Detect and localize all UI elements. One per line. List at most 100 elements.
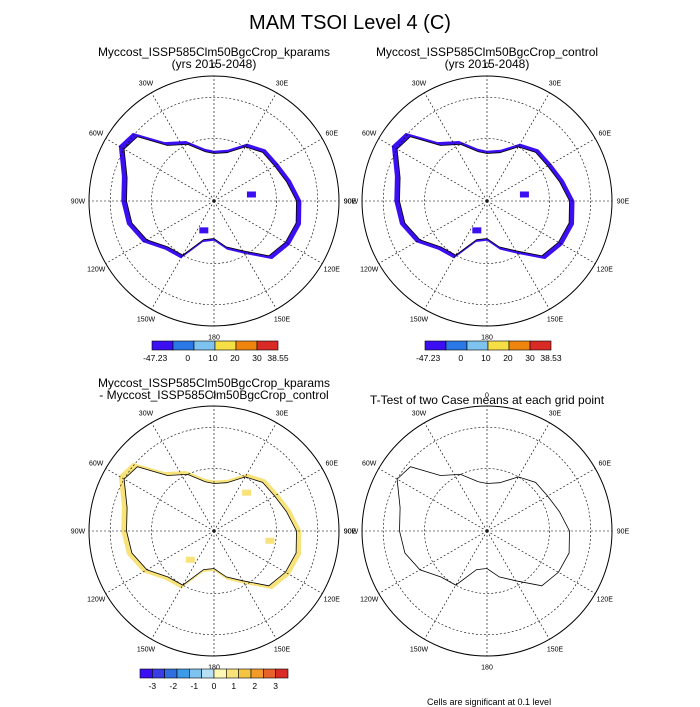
longitude-label: 120E	[597, 267, 614, 274]
meridian-line	[424, 422, 488, 532]
longitude-label: 180	[208, 665, 220, 672]
latitude-circle	[382, 96, 592, 306]
colorbar-swatch	[487, 340, 510, 351]
longitude-label: 180	[481, 665, 493, 672]
longitude-label: 150E	[274, 646, 291, 653]
meridian-line	[486, 138, 596, 202]
meridian-line	[213, 200, 277, 310]
longitude-label: 30W	[139, 411, 154, 418]
coastline	[396, 466, 570, 587]
longitude-label: 150W	[137, 646, 156, 653]
panel-2-title: Myccost_ISSP585Clm50BgcCrop_control	[375, 45, 599, 59]
meridian-line	[378, 138, 488, 202]
longitude-label: 90E	[617, 529, 630, 536]
longitude-label: 150W	[410, 316, 429, 323]
colorbar-swatch	[238, 668, 252, 679]
map-group: 0 30E 60E 90E 120E 150E 180 150W 120W 90W 60W 30W	[344, 63, 630, 342]
colorbar-label: -3	[149, 681, 157, 691]
meridian-line	[378, 200, 488, 264]
longitude-label: 150E	[547, 316, 564, 323]
longitude-label: 120W	[360, 267, 379, 274]
land-fill	[124, 136, 297, 256]
colorbar-swatch	[214, 340, 237, 351]
longitude-label: 60E	[326, 131, 339, 138]
longitude-label: 180	[481, 335, 493, 342]
longitude-label: 0	[485, 63, 489, 70]
latitude-circle	[382, 426, 592, 636]
panel-3-subtitle: - Myccost_ISSP585Clm50BgcCrop_control	[99, 388, 329, 402]
map-border	[361, 75, 613, 327]
colorbar-label: -1	[190, 681, 198, 691]
longitude-label: 0	[212, 63, 216, 70]
data-patch	[242, 489, 252, 496]
colorbar-swatch	[172, 340, 195, 351]
longitude-label: 30E	[276, 411, 289, 418]
colorbar-label: 3	[273, 681, 278, 691]
colorbar-label: 0	[185, 353, 190, 363]
colorbar-swatch	[256, 340, 279, 351]
map-border	[88, 75, 340, 327]
latitude-circle	[424, 138, 550, 264]
colorbar-label: 38.53	[540, 353, 562, 363]
land-fill	[397, 466, 570, 586]
data-patch	[185, 556, 195, 563]
colorbar-label: 20	[503, 353, 513, 363]
longitude-label: 60W	[89, 461, 104, 468]
colorbar-swatch	[235, 340, 258, 351]
meridian-line	[378, 468, 488, 532]
data-patch	[519, 191, 529, 198]
colorbar-swatch	[189, 668, 202, 679]
colorbar-label: 0	[212, 681, 217, 691]
longitude-label: 120W	[87, 597, 106, 604]
meridian-line	[105, 530, 215, 594]
significance-footnote: Cells are significant at 0.1 level	[427, 697, 552, 707]
longitude-label: 60W	[362, 461, 377, 468]
meridian-line	[486, 468, 596, 532]
meridian-line	[486, 530, 596, 594]
colorbar-swatch	[226, 668, 239, 679]
meridian-line	[424, 200, 488, 310]
colorbar-label: 1	[231, 681, 236, 691]
data-patch	[265, 537, 275, 544]
colorbar-label: 2	[252, 681, 257, 691]
longitude-label: 90W	[344, 529, 359, 536]
panel-2-subtitle: (yrs 2015-2048)	[444, 57, 530, 71]
coastline	[396, 136, 570, 257]
colorbar-label: 30	[252, 353, 262, 363]
colorbar-swatch	[466, 340, 489, 351]
longitude-label: 30E	[549, 411, 562, 418]
colorbar-label: 30	[525, 353, 535, 363]
panel-3-title: Myccost_ISSP585Clm50BgcCrop_kparams	[97, 376, 331, 390]
map-border	[88, 405, 340, 657]
colorbar-swatch	[201, 668, 215, 679]
longitude-label: 60E	[326, 461, 339, 468]
land-fill	[397, 136, 570, 256]
longitude-label: 90E	[617, 199, 630, 206]
land-fill	[124, 466, 297, 586]
colorbar-label: -47.23	[143, 353, 167, 363]
map-group: 0 30E 60E 90E 120E 150E 180 150W 120W 90W 60W 30W	[71, 393, 357, 672]
colorbar-swatch	[176, 668, 190, 679]
colorbar-swatch	[151, 340, 174, 351]
panel-4-title: T-Test of two Case means at each grid po…	[369, 393, 605, 407]
latitude-circle	[151, 468, 277, 594]
meridian-line	[151, 200, 215, 310]
data-patch	[472, 227, 482, 234]
meridian-line	[424, 92, 488, 202]
colorbar-label: -47.23	[416, 353, 440, 363]
meridian-line	[378, 530, 488, 594]
longitude-label: 30W	[412, 411, 427, 418]
longitude-label: 60E	[599, 461, 612, 468]
data-patch	[246, 191, 256, 198]
latitude-circle	[109, 426, 319, 636]
map-border	[361, 405, 613, 657]
data-patch	[199, 227, 209, 234]
meridian-line	[486, 422, 550, 532]
longitude-label: 60E	[599, 131, 612, 138]
panel-1-title: Myccost_ISSP585Clm50BgcCrop_kparams	[97, 45, 331, 59]
meridian-line	[213, 138, 323, 202]
colorbar-label: 38.55	[267, 353, 289, 363]
